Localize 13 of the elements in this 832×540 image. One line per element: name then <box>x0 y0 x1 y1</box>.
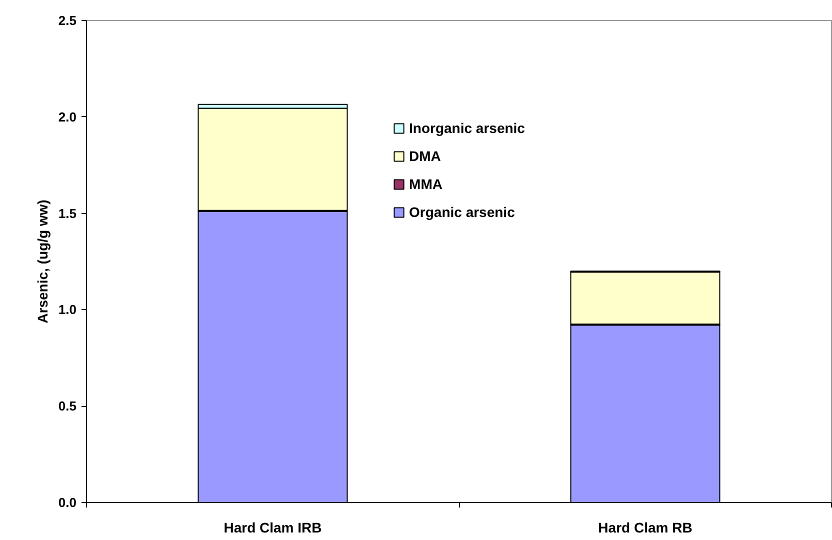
y-tick-label: 2.0 <box>58 109 77 124</box>
y-tick-label: 0.0 <box>58 495 77 510</box>
y-tick-label: 1.0 <box>58 302 77 318</box>
y-tick-label: 1.5 <box>58 206 77 221</box>
legend-label: DMA <box>409 148 441 164</box>
y-tick-label: 2.5 <box>58 13 77 28</box>
y-axis-title: Arsenic, (ug/g ww) <box>34 200 50 324</box>
y-tick-label: 0.5 <box>58 398 77 414</box>
legend-label: Inorganic arsenic <box>409 120 525 136</box>
x-tick-label: Hard Clam RB <box>598 520 692 536</box>
legend-label: Organic arsenic <box>409 204 515 220</box>
legend-label: MMA <box>409 176 442 192</box>
x-tick-label: Hard Clam IRB <box>224 520 322 536</box>
